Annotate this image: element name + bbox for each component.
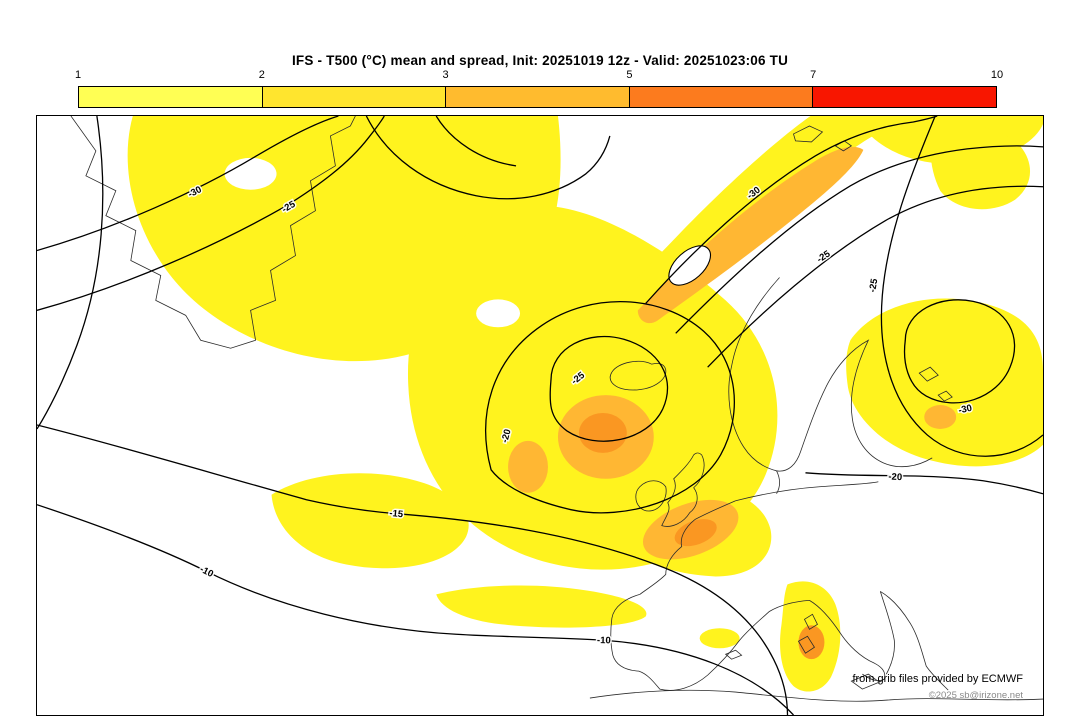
coastline-layer: [70, 116, 1043, 702]
colorbar-tick-5: 5: [626, 69, 633, 81]
colorbar-segment-1: [79, 87, 263, 107]
contour-label-8: -25: [815, 249, 832, 266]
page-title: IFS - T500 (°C) mean and spread, Init: 2…: [291, 53, 789, 68]
contour-label-3: -20: [499, 428, 513, 444]
colorbar-tick-10: 10: [990, 69, 1004, 81]
colorbar-bar: [78, 86, 997, 108]
colorbar-ticks: 1 2 3 5 7 10: [74, 69, 1003, 83]
colorbar-tick-3: 3: [442, 69, 449, 81]
colorbar-segment-5: [813, 87, 996, 107]
colorbar-tick-7: 7: [810, 69, 817, 81]
contour-label-10: -25: [867, 278, 880, 293]
map-panel: -30 -25 -25 -20 -15 -10 -10 -30 -25 -30 …: [36, 115, 1044, 716]
credit-source: from grib files provided by ECMWF: [852, 673, 1023, 685]
colorbar-segment-4: [629, 87, 814, 107]
credit-copyright: ©2025 sb@irizone.net: [928, 690, 1023, 701]
colorbar-tick-2: 2: [258, 69, 265, 81]
contour-label-5: -10: [198, 564, 215, 580]
contour-layer: [37, 116, 1043, 715]
contour-label-6: -10: [597, 635, 611, 646]
map-svg: -30 -25 -25 -20 -15 -10 -10 -30 -25 -30 …: [37, 116, 1043, 715]
colorbar: 1 2 3 5 7 10: [75, 69, 1003, 108]
contour-label-9: -30: [957, 403, 973, 417]
colorbar-segment-3: [446, 87, 630, 107]
colorbar-segment-2: [262, 87, 447, 107]
contour-label-4: -15: [389, 508, 404, 520]
contour-label-11: -20: [888, 471, 902, 483]
shading-layer: [127, 116, 1043, 692]
colorbar-tick-1: 1: [74, 69, 82, 81]
